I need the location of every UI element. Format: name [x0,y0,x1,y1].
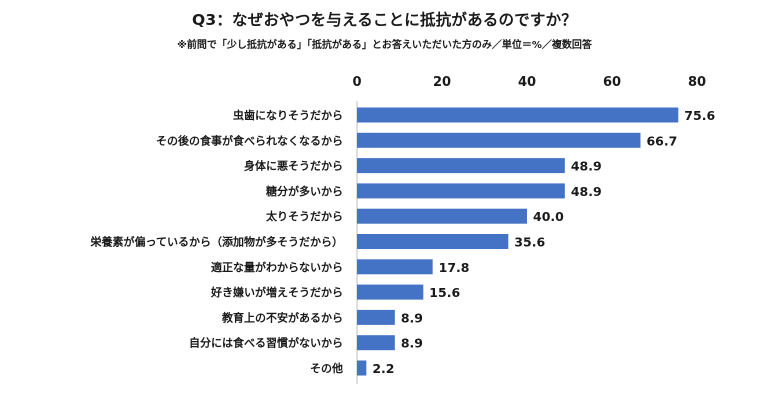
category-label: その後の食事が食べられなくなるから [156,133,343,147]
category-label: 好き嫌いが増えそうだから [210,285,343,299]
category-label: 糖分が多いから [266,184,343,198]
chart-title: Q3：なぜおやつを与えることに抵抗があるのですか？ [192,11,577,29]
data-label: 48.9 [571,184,602,199]
category-label: 教育上の不安があるから [221,310,343,324]
x-tick-label: 0 [352,75,361,90]
category-label: 自分には食べる習慣がないから [189,336,343,350]
chart-subtitle: ※前問で「少し抵抗がある」「抵抗がある」とお答えいただいた方のみ／単位＝%／複数… [177,40,592,51]
x-tick-label: 80 [688,75,706,90]
x-tick-label: 40 [518,75,536,90]
bar [357,284,424,300]
bar [357,158,565,174]
data-label: 2.2 [372,361,394,376]
category-label: その他 [310,361,343,375]
bar [357,259,433,275]
data-label: 15.6 [429,285,460,300]
x-tick-label: 60 [603,75,621,90]
bar [357,335,395,351]
category-label: 適正な量がわからないから [211,260,343,274]
data-label: 66.7 [646,133,677,148]
bar [357,107,679,123]
data-label: 40.0 [533,209,564,224]
data-label: 48.9 [571,159,602,174]
category-label: 虫歯になりそうだから [233,108,343,122]
data-label: 8.9 [401,336,423,351]
x-tick-label: 20 [433,75,451,90]
bar [357,234,509,249]
category-label: 栄養素が偏っているから（添加物が多そうだから） [90,235,343,249]
data-label: 8.9 [401,310,423,325]
bar [357,132,641,148]
data-label: 35.6 [514,235,545,250]
bar [357,309,395,325]
data-label: 75.6 [684,108,715,123]
bar [357,208,527,224]
bar [357,183,565,199]
bar [357,360,367,376]
data-label: 17.8 [439,260,470,275]
category-label: 太りそうだから [265,209,343,223]
category-label: 身体に悪そうだから [244,159,343,173]
